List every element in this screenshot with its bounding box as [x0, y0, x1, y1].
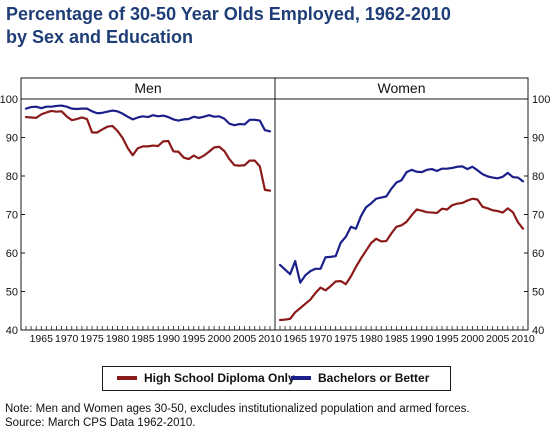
legend-label-high-school: High School Diploma Only	[144, 371, 295, 385]
x-tick-label-women-1995: 1995	[435, 333, 459, 345]
chart-title: Percentage of 30-50 Year Olds Employed, …	[6, 3, 546, 49]
x-tick-label-women-1965: 1965	[284, 333, 308, 345]
x-tick-label-men-1995: 1995	[182, 333, 206, 345]
x-tick-label-men-2000: 2000	[207, 333, 231, 345]
x-tick-label-women-2000: 2000	[461, 333, 485, 345]
series-line-men-high-school	[24, 109, 272, 192]
x-tick-label-women-1970: 1970	[309, 333, 333, 345]
x-tick-label-men-1990: 1990	[157, 333, 181, 345]
legend-label-bachelors: Bachelors or Better	[318, 371, 430, 385]
chart-title-line-1: Percentage of 30-50 Year Olds Employed, …	[6, 4, 451, 24]
x-tick-label-women-1990: 1990	[410, 333, 434, 345]
series-line-women-bachelors	[278, 165, 525, 284]
y-tick-label-men-80: 80	[6, 171, 18, 183]
y-tick-label-men-40: 40	[6, 325, 18, 337]
note-text: Note: Men and Women ages 30-50, excludes…	[5, 403, 470, 415]
y-tick-label-men-50: 50	[6, 287, 18, 299]
panel-title-men: Men	[134, 80, 161, 96]
y-tick-label-men-60: 60	[6, 248, 18, 260]
y-tick-label-men-70: 70	[6, 210, 18, 222]
x-tick-label-men-2005: 2005	[233, 333, 257, 345]
y-tick-label-women-90: 90	[532, 133, 544, 145]
chart-legend: High School Diploma Only Bachelors or Be…	[102, 366, 451, 391]
source-text: Source: March CPS Data 1962-2010.	[5, 417, 196, 429]
x-tick-label-women-1985: 1985	[385, 333, 409, 345]
x-tick-label-men-1965: 1965	[30, 333, 54, 345]
x-tick-label-women-2005: 2005	[486, 333, 510, 345]
y-tick-label-women-80: 80	[532, 171, 544, 183]
x-tick-label-men-1980: 1980	[106, 333, 130, 345]
x-tick-label-men-1975: 1975	[80, 333, 104, 345]
y-tick-label-women-100: 100	[532, 94, 550, 106]
panel-frame-men	[20, 77, 276, 331]
panel-frame-women	[274, 77, 529, 331]
y-tick-label-men-90: 90	[6, 133, 18, 145]
x-tick-label-men-1985: 1985	[131, 333, 155, 345]
series-line-men-bachelors	[24, 104, 272, 133]
y-tick-label-women-60: 60	[532, 248, 544, 260]
x-tick-label-women-2010: 2010	[511, 333, 535, 345]
y-tick-label-women-40: 40	[532, 325, 544, 337]
legend-swatch-bachelors	[291, 376, 311, 380]
x-tick-label-women-1975: 1975	[334, 333, 358, 345]
x-tick-label-women-1980: 1980	[359, 333, 383, 345]
chart-notes: Note: Men and Women ages 30-50, excludes…	[5, 402, 470, 430]
panel-women: Women 40 50 60 70 80 90 100 1965 1970 1975 1980 1985…	[274, 77, 550, 345]
panel-title-women: Women	[378, 80, 426, 96]
x-tick-label-men-1970: 1970	[55, 333, 79, 345]
chart-title-line-2: by Sex and Education	[6, 27, 194, 47]
y-tick-label-women-50: 50	[532, 287, 544, 299]
series-line-women-high-school	[278, 197, 525, 322]
y-tick-label-women-70: 70	[532, 210, 544, 222]
y-tick-label-men-100: 100	[0, 94, 18, 106]
legend-swatch-high-school	[117, 376, 137, 380]
x-tick-label-men-2010: 2010	[258, 333, 282, 345]
